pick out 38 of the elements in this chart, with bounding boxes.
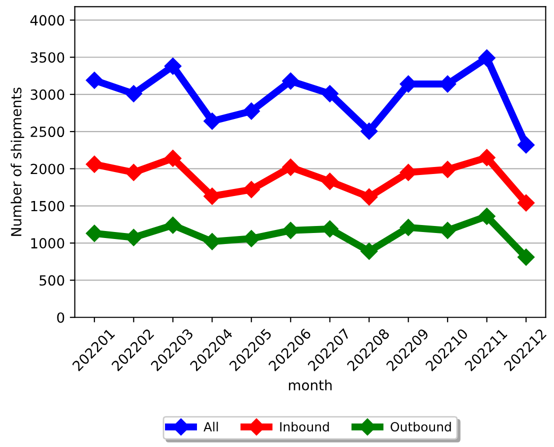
point: [86, 156, 103, 173]
point: [164, 150, 182, 167]
point: [242, 102, 260, 120]
point: [164, 58, 182, 75]
legend-label: Inbound: [280, 422, 329, 432]
point: [204, 188, 221, 205]
y-tick-label: 3500: [30, 52, 64, 63]
point: [518, 194, 535, 212]
point: [360, 188, 378, 206]
y-tick-label: 2500: [30, 126, 64, 138]
y-tick-label: 3000: [30, 89, 64, 100]
x-axis-title: month: [288, 380, 332, 390]
point: [360, 242, 378, 260]
y-axis-title: Number of shipments: [10, 88, 24, 236]
point: [125, 164, 142, 181]
y-tick-label: 1000: [31, 238, 64, 249]
y-tick-label: 2000: [30, 164, 64, 174]
point: [478, 149, 496, 166]
point: [478, 208, 496, 225]
legend-label: All: [204, 422, 218, 432]
y-tick-label: 1500: [31, 200, 64, 212]
point: [321, 85, 338, 102]
legend-label: Outbound: [390, 422, 451, 432]
point: [282, 72, 300, 90]
point: [164, 216, 182, 234]
point: [478, 49, 496, 67]
y-tick-label: 500: [40, 275, 64, 286]
point: [282, 158, 300, 176]
y-tick-label: 0: [57, 312, 64, 323]
point: [125, 85, 142, 102]
point: [321, 172, 338, 190]
point: [204, 112, 221, 130]
point: [86, 72, 103, 89]
point: [518, 248, 535, 266]
point: [518, 136, 535, 154]
y-tick-label: 4000: [30, 15, 64, 26]
point: [242, 180, 260, 198]
point: [360, 122, 378, 140]
